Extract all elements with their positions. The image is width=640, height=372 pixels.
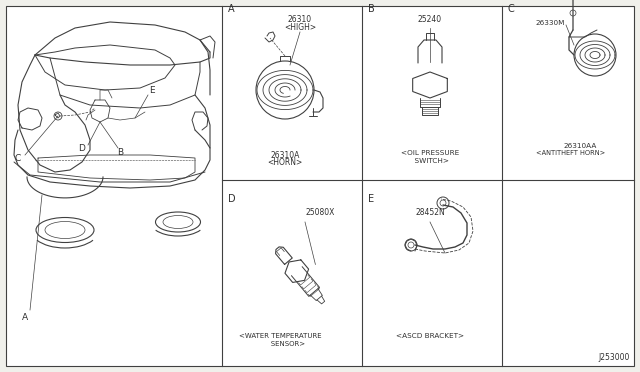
Text: A: A [22,314,28,323]
Text: D: D [228,194,236,204]
Text: SENSOR>: SENSOR> [255,341,305,347]
Text: <HORN>: <HORN> [268,158,303,167]
Text: D: D [79,144,85,153]
Text: <ASCD BRACKET>: <ASCD BRACKET> [396,333,464,339]
Text: 25080X: 25080X [305,208,335,217]
Text: B: B [117,148,123,157]
Text: 26330M: 26330M [536,20,565,26]
Text: SWITCH>: SWITCH> [410,158,449,164]
Text: A: A [228,4,235,14]
Text: 26310A: 26310A [270,151,300,160]
Text: C: C [15,154,21,163]
Text: J253000: J253000 [598,353,630,362]
Text: C: C [508,4,515,14]
Text: 25240: 25240 [418,15,442,24]
Text: <HIGH>: <HIGH> [284,23,316,32]
Text: 28452N: 28452N [415,208,445,217]
Text: E: E [368,194,374,204]
Text: 26310: 26310 [288,15,312,24]
Text: <ANTITHEFT HORN>: <ANTITHEFT HORN> [536,150,605,156]
Text: <OIL PRESSURE: <OIL PRESSURE [401,150,459,156]
Text: <WATER TEMPERATURE: <WATER TEMPERATURE [239,333,321,339]
Text: E: E [149,86,155,94]
Text: 26310AA: 26310AA [563,143,596,149]
Text: B: B [368,4,375,14]
